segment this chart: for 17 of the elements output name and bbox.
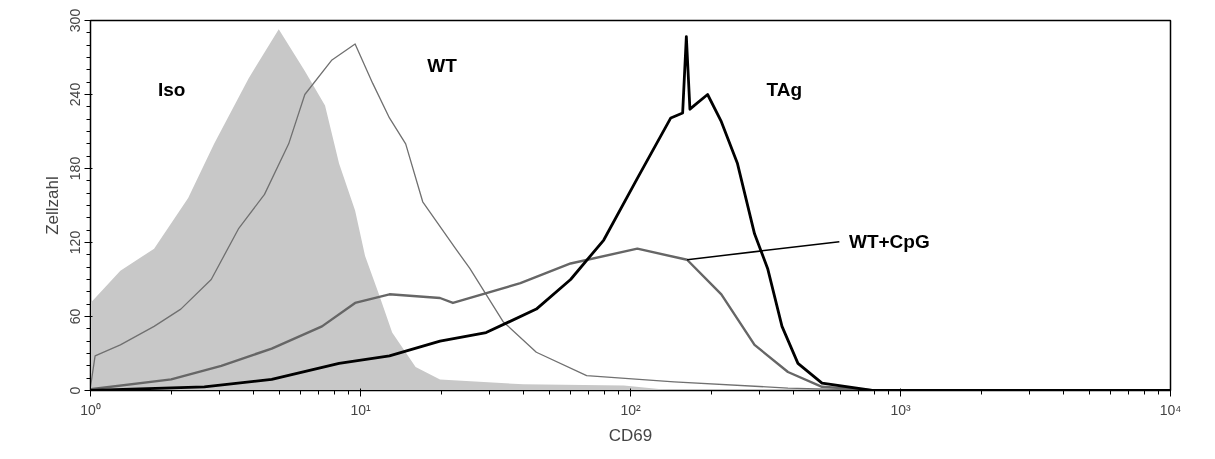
y-tick-label: 60 — [66, 308, 83, 325]
y-tick-label: 120 — [66, 230, 83, 255]
y-axis-title: Zellzahl — [42, 176, 62, 235]
x-tick-label: 10⁰ — [80, 401, 101, 418]
x-tick-label: 10² — [620, 401, 641, 418]
y-tick-label: 240 — [66, 82, 83, 107]
text: TAg — [766, 79, 803, 101]
text: WT+CpG — [848, 231, 930, 253]
text: Iso — [158, 78, 186, 100]
text: WT — [427, 55, 458, 77]
y-tick-label: 300 — [66, 8, 83, 33]
x-axis-title: CD69 — [608, 425, 653, 445]
x-tick-label: 10⁴ — [1159, 401, 1182, 418]
y-tick-label: 180 — [66, 156, 83, 181]
y-tick-label: 0 — [66, 386, 83, 395]
x-tick-label: 10³ — [890, 401, 911, 418]
x-tick-label: 10¹ — [350, 401, 371, 418]
